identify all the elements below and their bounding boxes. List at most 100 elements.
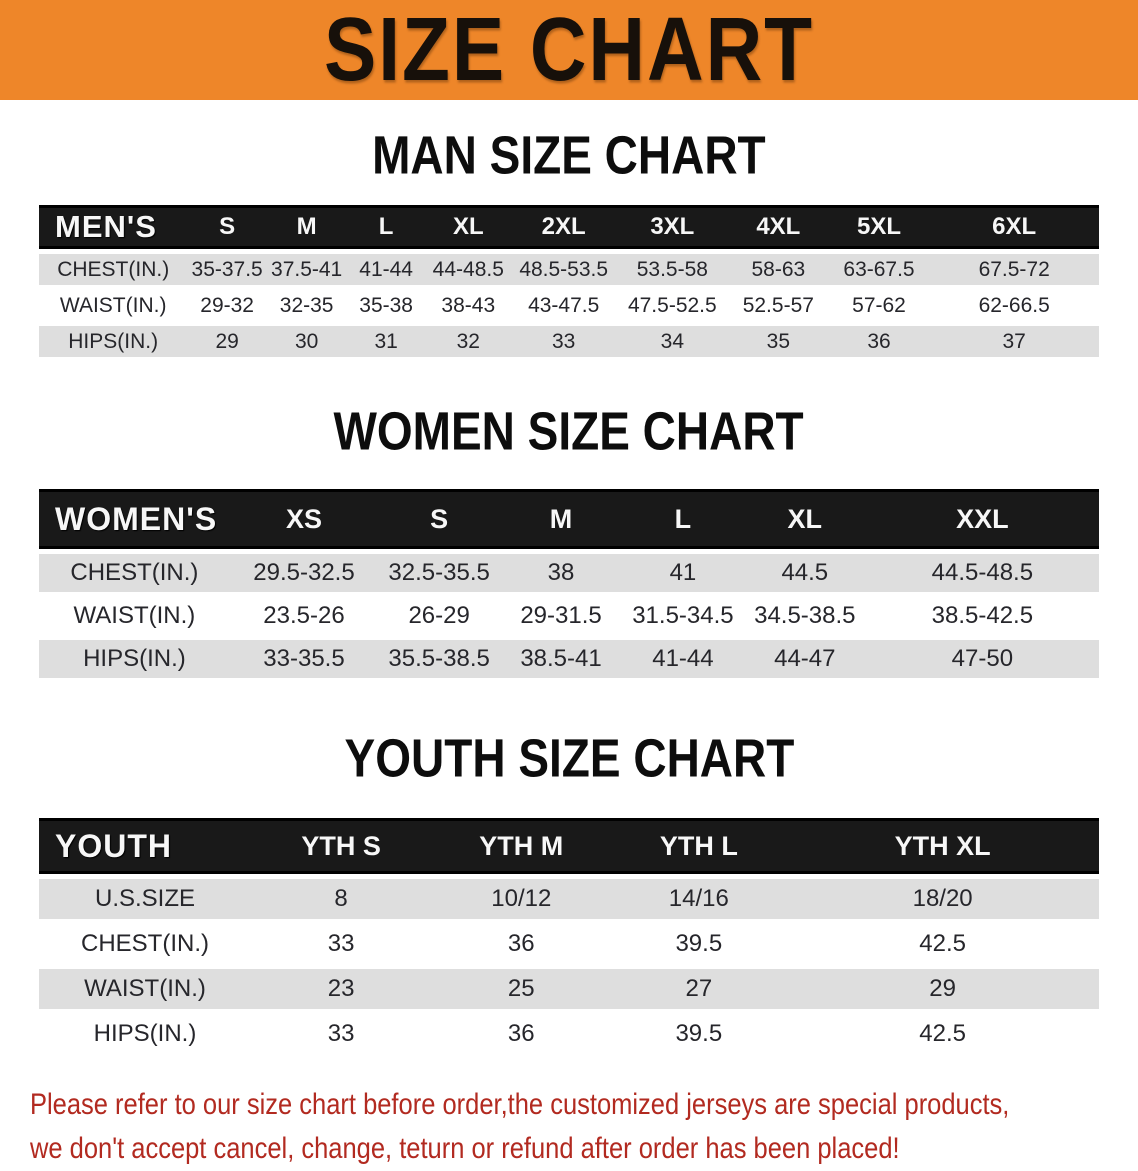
size-value-cell: 41-44 xyxy=(346,254,426,285)
size-value-cell: 29 xyxy=(786,969,1099,1009)
row-label: CHEST(IN.) xyxy=(39,924,251,964)
size-value-cell: 31.5-34.5 xyxy=(621,597,744,635)
size-value-cell: 44-48.5 xyxy=(425,254,511,285)
row-label: CHEST(IN.) xyxy=(39,254,188,285)
row-label: WAIST(IN.) xyxy=(39,969,251,1009)
size-value-cell: 29 xyxy=(187,326,267,357)
size-value-cell: 48.5-53.5 xyxy=(510,254,617,285)
size-value-cell: 31 xyxy=(346,326,426,357)
size-value-cell: 35-37.5 xyxy=(187,254,267,285)
column-header: XXL xyxy=(865,489,1099,549)
table-row: CHEST(IN.) 29.5-32.5 32.5-35.5 38 41 44.5 44.5… xyxy=(39,554,1099,592)
size-value-cell: 32-35 xyxy=(266,290,347,321)
size-value-cell: 38.5-42.5 xyxy=(865,597,1099,635)
size-value-cell: 36 xyxy=(431,1014,612,1054)
size-value-cell: 57-62 xyxy=(828,290,930,321)
size-table-header-row: MEN'S S M L XL 2XL 3XL 4XL 5XL 6XL xyxy=(39,205,1099,249)
size-value-cell: 29.5-32.5 xyxy=(229,554,379,592)
size-value-cell: 29-31.5 xyxy=(500,597,622,635)
size-value-cell: 63-67.5 xyxy=(828,254,930,285)
row-label: WAIST(IN.) xyxy=(39,290,188,321)
column-header: 2XL xyxy=(510,205,617,249)
column-header: YTH M xyxy=(431,818,612,874)
table-label: YOUTH xyxy=(39,818,251,874)
size-value-cell: 33 xyxy=(510,326,617,357)
column-header: XS xyxy=(229,489,379,549)
youth-size-section: YOUTH SIZE CHART YOUTH YTH S YTH M YTH L YTH… xyxy=(0,728,1138,1059)
size-value-cell: 44.5-48.5 xyxy=(865,554,1099,592)
table-row: WAIST(IN.) 23 25 27 29 xyxy=(39,969,1099,1009)
size-value-cell: 62-66.5 xyxy=(929,290,1099,321)
disclaimer-line-1: Please refer to our size chart before or… xyxy=(30,1088,1010,1121)
size-value-cell: 35-38 xyxy=(346,290,426,321)
row-label: HIPS(IN.) xyxy=(39,1014,251,1054)
row-label: HIPS(IN.) xyxy=(39,326,188,357)
row-label: U.S.SIZE xyxy=(39,879,251,919)
column-header: L xyxy=(346,205,426,249)
men-size-table: MEN'S S M L XL 2XL 3XL 4XL 5XL 6XL CHEST(IN.) 35-37… xyxy=(39,200,1099,362)
table-row: WAIST(IN.) 23.5-26 26-29 29-31.5 31.5-34.5 34… xyxy=(39,597,1099,635)
size-value-cell: 47.5-52.5 xyxy=(616,290,728,321)
size-value-cell: 52.5-57 xyxy=(727,290,829,321)
size-value-cell: 39.5 xyxy=(611,924,787,964)
size-value-cell: 42.5 xyxy=(786,1014,1099,1054)
size-value-cell: 47-50 xyxy=(865,640,1099,678)
column-header: S xyxy=(378,489,501,549)
column-header: YTH L xyxy=(611,818,787,874)
table-label: MEN'S xyxy=(39,205,188,249)
youth-size-table: YOUTH YTH S YTH M YTH L YTH XL U.S.SIZE 8 10/12… xyxy=(39,813,1099,1059)
column-header: 5XL xyxy=(828,205,930,249)
column-header: 6XL xyxy=(929,205,1099,249)
table-row: CHEST(IN.) 35-37.5 37.5-41 41-44 44-48.5 48.5… xyxy=(39,254,1099,285)
size-value-cell: 32 xyxy=(425,326,511,357)
size-value-cell: 58-63 xyxy=(727,254,829,285)
size-value-cell: 33 xyxy=(251,924,432,964)
size-value-cell: 42.5 xyxy=(786,924,1099,964)
table-row: CHEST(IN.) 33 36 39.5 42.5 xyxy=(39,924,1099,964)
size-value-cell: 37.5-41 xyxy=(266,254,347,285)
size-value-cell: 8 xyxy=(251,879,432,919)
size-value-cell: 38.5-41 xyxy=(500,640,622,678)
size-value-cell: 29-32 xyxy=(187,290,267,321)
men-section-heading: MAN SIZE CHART xyxy=(372,124,766,186)
column-header: XL xyxy=(425,205,511,249)
row-label: WAIST(IN.) xyxy=(39,597,230,635)
size-value-cell: 34 xyxy=(616,326,728,357)
women-section-heading: WOMEN SIZE CHART xyxy=(333,400,805,462)
size-table-header-row: WOMEN'S XS S M L XL XXL xyxy=(39,489,1099,549)
size-value-cell: 32.5-35.5 xyxy=(378,554,501,592)
size-value-cell: 33 xyxy=(251,1014,432,1054)
size-value-cell: 33-35.5 xyxy=(229,640,379,678)
women-size-table: WOMEN'S XS S M L XL XXL CHEST(IN.) 29.5-32.5 32.5… xyxy=(39,484,1099,683)
size-value-cell: 37 xyxy=(929,326,1099,357)
disclaimer-line-2: we don't accept cancel, change, teturn o… xyxy=(30,1132,900,1165)
men-size-section: MAN SIZE CHART MEN'S S M L XL 2XL 3XL 4XL 5XL 6XL… xyxy=(0,124,1138,362)
column-header: M xyxy=(500,489,622,549)
table-row: HIPS(IN.) 29 30 31 32 33 34 35 36 37 xyxy=(39,326,1099,357)
size-value-cell: 10/12 xyxy=(431,879,612,919)
size-value-cell: 25 xyxy=(431,969,612,1009)
size-value-cell: 36 xyxy=(828,326,930,357)
column-header: S xyxy=(187,205,267,249)
size-value-cell: 44.5 xyxy=(743,554,866,592)
size-value-cell: 27 xyxy=(611,969,787,1009)
table-row: HIPS(IN.) 33-35.5 35.5-38.5 38.5-41 41-44 44-… xyxy=(39,640,1099,678)
size-value-cell: 30 xyxy=(266,326,347,357)
size-value-cell: 41-44 xyxy=(621,640,744,678)
size-value-cell: 35.5-38.5 xyxy=(378,640,501,678)
column-header: YTH S xyxy=(251,818,432,874)
size-value-cell: 43-47.5 xyxy=(510,290,617,321)
size-value-cell: 23.5-26 xyxy=(229,597,379,635)
size-value-cell: 18/20 xyxy=(786,879,1099,919)
size-value-cell: 39.5 xyxy=(611,1014,787,1054)
size-value-cell: 35 xyxy=(727,326,829,357)
size-value-cell: 38-43 xyxy=(425,290,511,321)
table-label: WOMEN'S xyxy=(39,489,230,549)
banner-title: SIZE CHART xyxy=(324,0,814,100)
column-header: M xyxy=(266,205,347,249)
table-row: WAIST(IN.) 29-32 32-35 35-38 38-43 43-47.5 47.… xyxy=(39,290,1099,321)
column-header: L xyxy=(621,489,744,549)
column-header: 4XL xyxy=(727,205,829,249)
size-value-cell: 41 xyxy=(621,554,744,592)
size-value-cell: 38 xyxy=(500,554,622,592)
